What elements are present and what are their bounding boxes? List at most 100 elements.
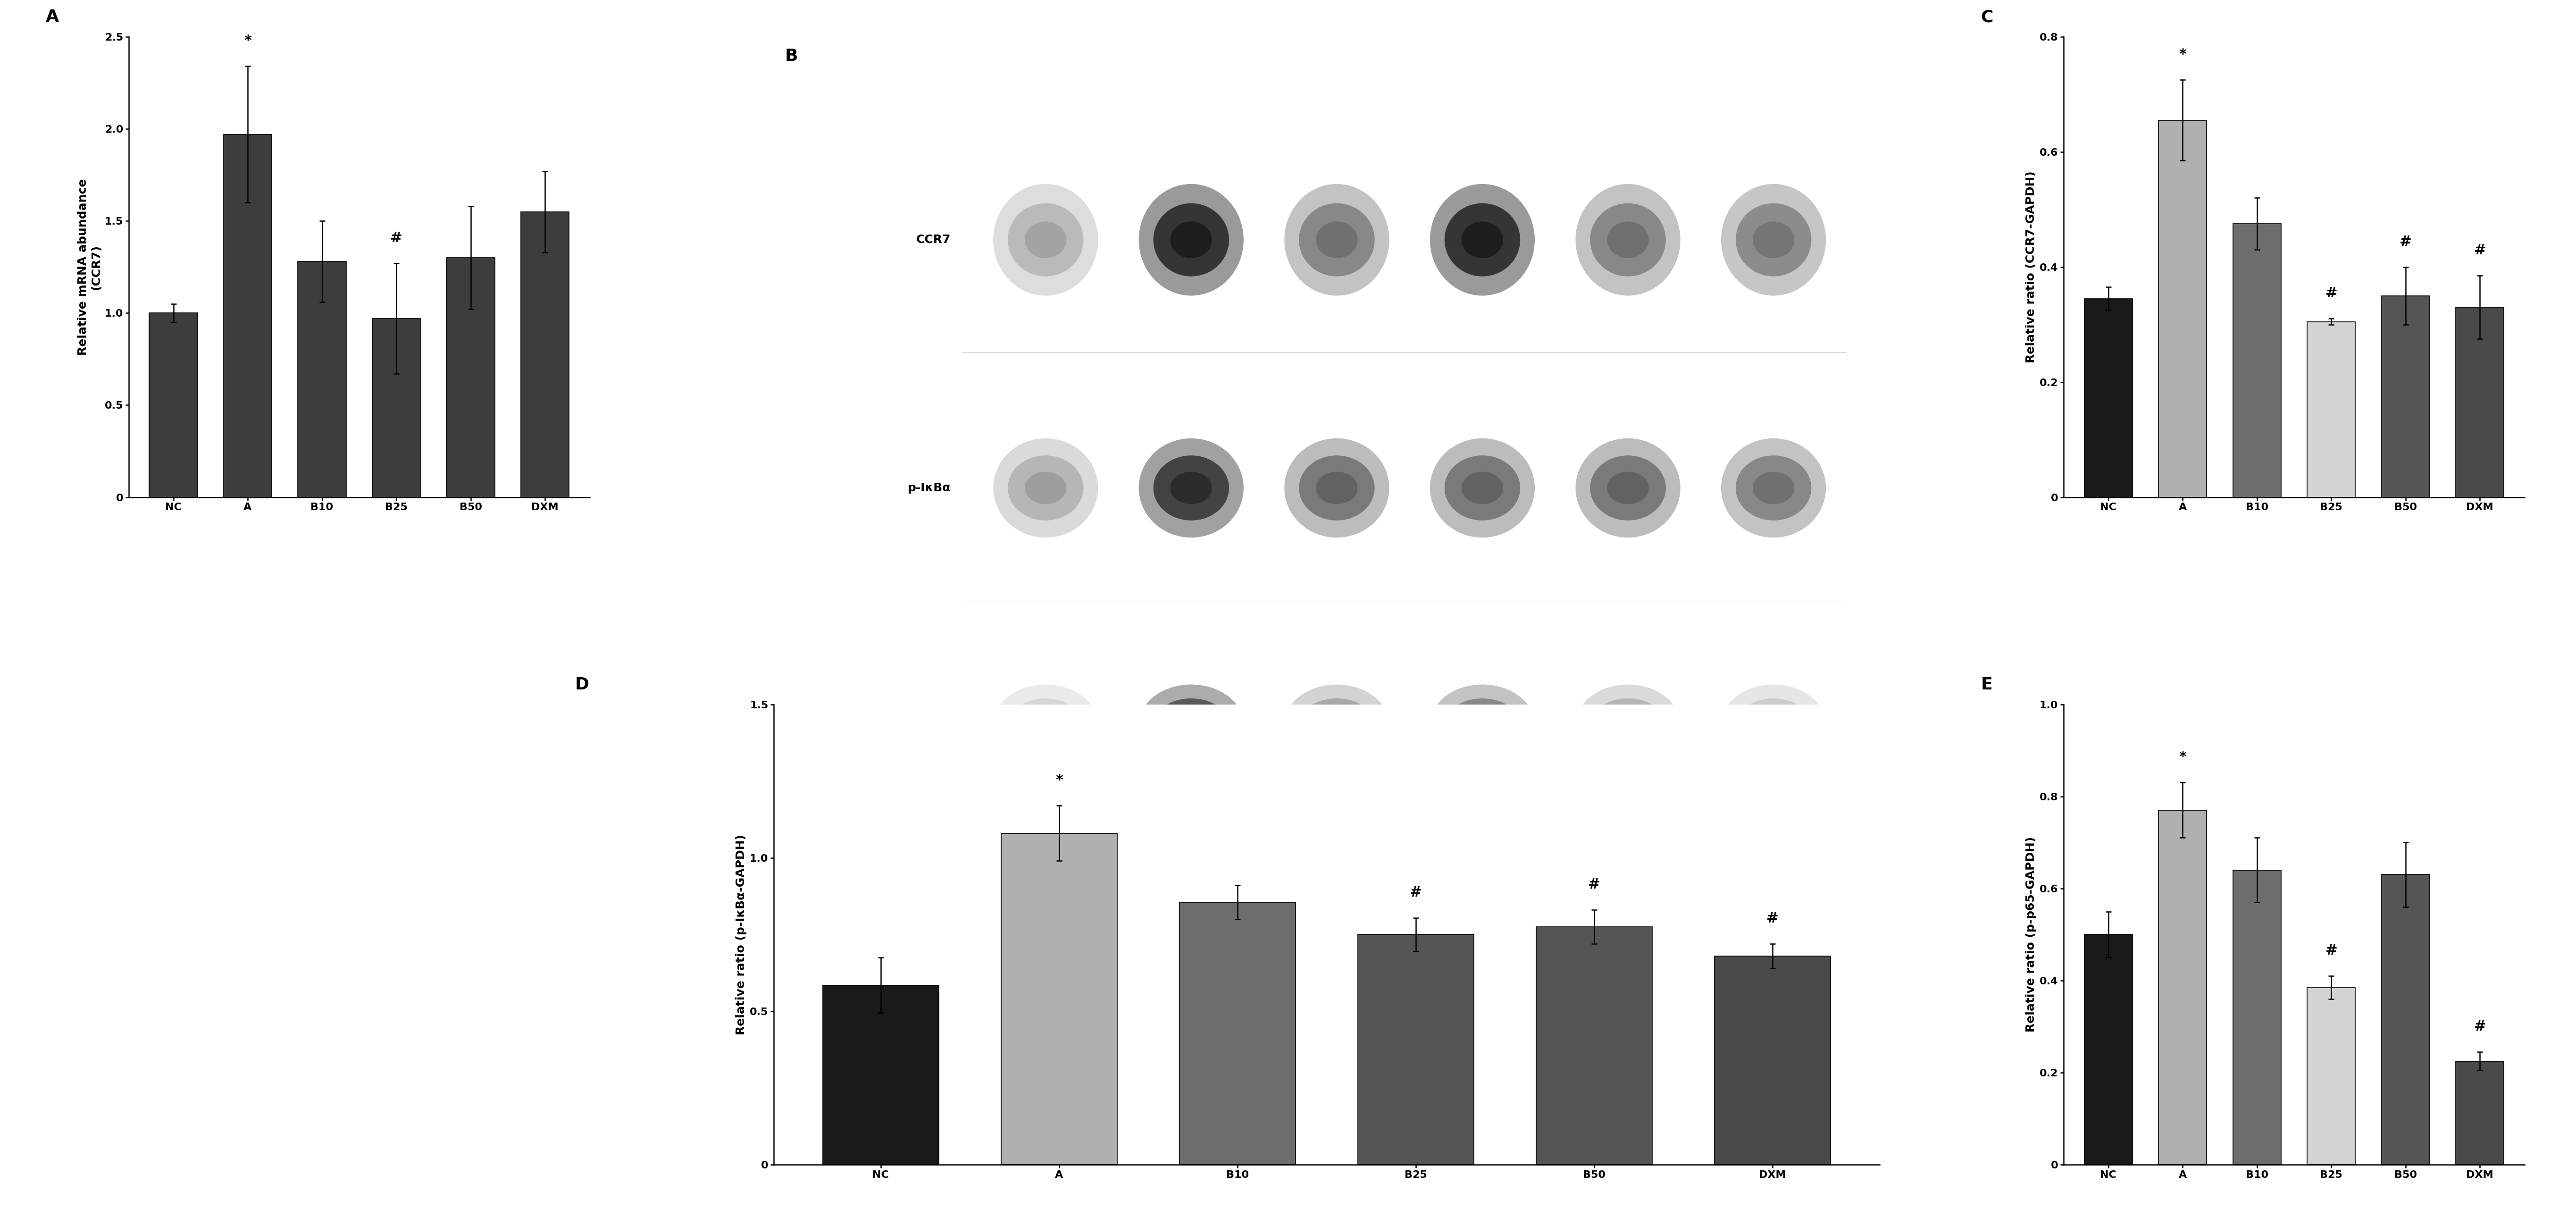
Text: GAPDH: GAPDH [904,978,951,989]
Ellipse shape [1025,962,1066,1007]
Ellipse shape [1752,962,1795,1007]
Y-axis label: Relative ratio (CCR7-GAPDH): Relative ratio (CCR7-GAPDH) [2025,170,2038,363]
Ellipse shape [1285,684,1388,765]
Ellipse shape [1445,204,1520,276]
Ellipse shape [1430,916,1535,1052]
Ellipse shape [1285,916,1388,1052]
Text: #: # [1587,878,1600,891]
Ellipse shape [1577,184,1680,295]
Ellipse shape [1589,699,1667,752]
Ellipse shape [1607,472,1649,504]
Text: *: * [2179,48,2187,61]
Ellipse shape [1007,456,1084,520]
Bar [1716,956,1832,1165]
Text: #: # [2326,944,2336,958]
Ellipse shape [1298,456,1376,520]
Text: C: C [1981,9,1994,26]
Ellipse shape [1430,439,1535,537]
Text: *: * [245,34,252,48]
Bar [2159,810,2208,1165]
Bar [371,319,420,498]
Text: B10: B10 [1327,1133,1347,1143]
Ellipse shape [1607,222,1649,259]
Ellipse shape [1752,711,1795,738]
Bar [1180,902,1296,1165]
Ellipse shape [1170,962,1213,1007]
Text: CCR7: CCR7 [917,234,951,245]
Bar [1535,927,1651,1165]
Ellipse shape [994,916,1097,1052]
Bar [822,986,938,1165]
Bar [2380,874,2429,1165]
Text: #: # [2398,235,2411,249]
Ellipse shape [1721,439,1826,537]
Bar [1358,934,1473,1165]
Bar [2308,987,2354,1165]
Ellipse shape [1607,962,1649,1007]
Ellipse shape [1577,684,1680,765]
Ellipse shape [1461,962,1504,1007]
Ellipse shape [1316,711,1358,738]
Text: #: # [389,232,402,245]
Text: *: * [2179,750,2187,764]
Ellipse shape [1589,939,1667,1029]
Bar [520,212,569,498]
Bar [2084,934,2133,1165]
Text: B: B [786,48,799,64]
Text: #: # [1409,885,1422,899]
Ellipse shape [1170,711,1213,738]
Ellipse shape [1461,222,1504,259]
Ellipse shape [1154,939,1229,1029]
Ellipse shape [1736,456,1811,520]
Ellipse shape [1607,711,1649,738]
Ellipse shape [1285,439,1388,537]
Ellipse shape [1721,916,1826,1052]
Ellipse shape [1430,184,1535,295]
Ellipse shape [1298,699,1376,752]
Ellipse shape [1461,711,1504,738]
Ellipse shape [1139,184,1244,295]
Text: *: * [1056,774,1064,787]
Ellipse shape [1316,472,1358,504]
Ellipse shape [1430,684,1535,765]
Ellipse shape [1298,204,1376,276]
Bar [224,135,273,498]
Bar [149,313,198,498]
Ellipse shape [1139,439,1244,537]
Text: #: # [2473,1020,2486,1034]
Text: #: # [2326,287,2336,300]
Ellipse shape [1025,472,1066,504]
Ellipse shape [1577,916,1680,1052]
Ellipse shape [1007,699,1084,752]
Text: D: D [574,677,590,693]
Bar [1002,834,1118,1165]
Ellipse shape [1170,222,1213,259]
Bar [2159,120,2208,498]
Ellipse shape [1316,962,1358,1007]
Ellipse shape [1736,204,1811,276]
Text: p-IκBα: p-IκBα [907,482,951,494]
Ellipse shape [1007,204,1084,276]
Text: A: A [46,9,59,26]
Ellipse shape [1721,684,1826,765]
Text: A: A [1188,1133,1195,1143]
Y-axis label: Relative ratio (p-IκBα-GAPDH): Relative ratio (p-IκBα-GAPDH) [737,834,747,1035]
Ellipse shape [1139,916,1244,1052]
Ellipse shape [1736,699,1811,752]
Bar [2233,224,2282,498]
Ellipse shape [1285,184,1388,295]
Ellipse shape [1445,456,1520,520]
Ellipse shape [1154,699,1229,752]
Text: #: # [1767,912,1777,926]
Ellipse shape [1589,456,1667,520]
Text: #: # [2473,244,2486,257]
Bar [2233,870,2282,1165]
Text: B25: B25 [1471,1133,1494,1143]
Bar [446,257,495,498]
Ellipse shape [994,184,1097,295]
Y-axis label: Relative mRNA abundance
(CCR7): Relative mRNA abundance (CCR7) [77,179,103,356]
Ellipse shape [1577,439,1680,537]
Ellipse shape [1461,472,1504,504]
Ellipse shape [994,684,1097,765]
Ellipse shape [1445,699,1520,752]
